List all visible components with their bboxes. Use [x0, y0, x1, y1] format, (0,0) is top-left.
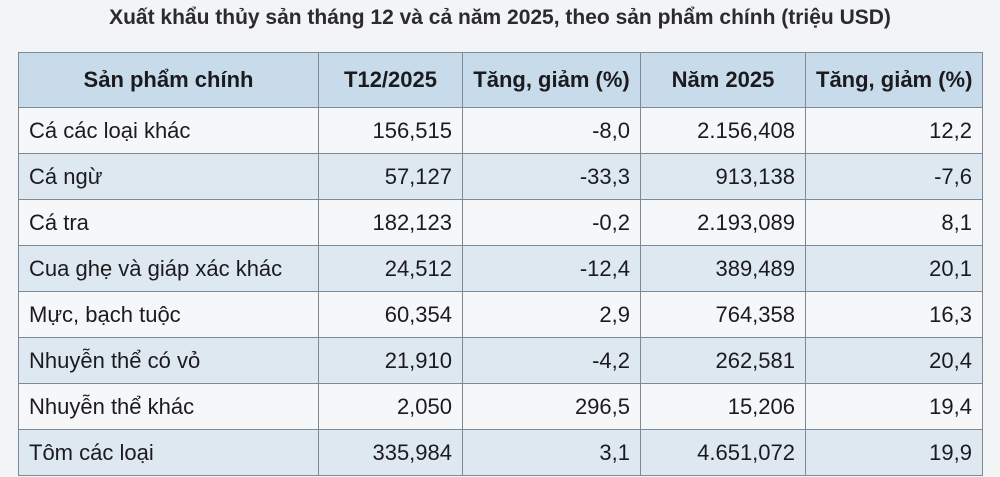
- value-cell: 913,138: [640, 153, 806, 200]
- value-cell: 156,515: [318, 107, 463, 154]
- table-title: Xuất khẩu thủy sản tháng 12 và cả năm 20…: [109, 6, 891, 29]
- value-cell: 60,354: [318, 291, 463, 338]
- product-cell: Cá ngừ: [18, 153, 319, 200]
- table-row: Cá tra 182,123 -0,2 2.193,089 8,1: [18, 199, 983, 246]
- product-cell: Cá tra: [18, 199, 319, 246]
- value-cell: -4,2: [462, 337, 641, 384]
- value-cell: 335,984: [318, 429, 463, 476]
- value-cell: 57,127: [318, 153, 463, 200]
- value-cell: 12,2: [805, 107, 983, 154]
- value-cell: 182,123: [318, 199, 463, 246]
- product-cell: Mực, bạch tuộc: [18, 291, 319, 338]
- header-cell: Tăng, giảm (%): [805, 52, 983, 108]
- value-cell: 19,4: [805, 383, 983, 430]
- product-cell: Nhuyễn thể khác: [18, 383, 319, 430]
- table-row: Mực, bạch tuộc 60,354 2,9 764,358 16,3: [18, 291, 983, 338]
- value-cell: -7,6: [805, 153, 983, 200]
- product-cell: Cá các loại khác: [18, 107, 319, 154]
- table-row: Cua ghẹ và giáp xác khác 24,512 -12,4 389,4…: [18, 245, 983, 292]
- value-cell: -8,0: [462, 107, 641, 154]
- value-cell: -12,4: [462, 245, 641, 292]
- value-cell: 2.193,089: [640, 199, 806, 246]
- product-cell: Nhuyễn thể có vỏ: [18, 337, 319, 384]
- value-cell: 4.651,072: [640, 429, 806, 476]
- value-cell: 296,5: [462, 383, 641, 430]
- header-cell: Năm 2025: [640, 52, 806, 108]
- value-cell: 2,9: [462, 291, 641, 338]
- value-cell: 24,512: [318, 245, 463, 292]
- value-cell: 764,358: [640, 291, 806, 338]
- value-cell: 21,910: [318, 337, 463, 384]
- value-cell: -33,3: [462, 153, 641, 200]
- header-cell: Sản phẩm chính: [18, 52, 319, 108]
- table-row: Nhuyễn thể có vỏ 21,910 -4,2 262,581 20,4: [18, 337, 983, 384]
- value-cell: 3,1: [462, 429, 641, 476]
- value-cell: 20,1: [805, 245, 983, 292]
- header-cell: Tăng, giảm (%): [462, 52, 641, 108]
- product-cell: Cua ghẹ và giáp xác khác: [18, 245, 319, 292]
- header-row: Sản phẩm chính T12/2025 Tăng, giảm (%) Năm …: [18, 52, 983, 108]
- value-cell: 16,3: [805, 291, 983, 338]
- table-row: Cá ngừ 57,127 -33,3 913,138 -7,6: [18, 153, 983, 200]
- table-row: Cá các loại khác 156,515 -8,0 2.156,408 12,2: [18, 107, 983, 154]
- value-cell: 19,9: [805, 429, 983, 476]
- product-cell: Tôm các loại: [18, 429, 319, 476]
- value-cell: 2.156,408: [640, 107, 806, 154]
- value-cell: 15,206: [640, 383, 806, 430]
- data-table: Sản phẩm chính T12/2025 Tăng, giảm (%) Năm …: [18, 52, 983, 476]
- table-row: Nhuyễn thể khác 2,050 296,5 15,206 19,4: [18, 383, 983, 430]
- value-cell: 2,050: [318, 383, 463, 430]
- value-cell: -0,2: [462, 199, 641, 246]
- value-cell: 8,1: [805, 199, 983, 246]
- value-cell: 20,4: [805, 337, 983, 384]
- table-row: Tôm các loại 335,984 3,1 4.651,072 19,9: [18, 429, 983, 476]
- value-cell: 262,581: [640, 337, 806, 384]
- value-cell: 389,489: [640, 245, 806, 292]
- header-cell: T12/2025: [318, 52, 463, 108]
